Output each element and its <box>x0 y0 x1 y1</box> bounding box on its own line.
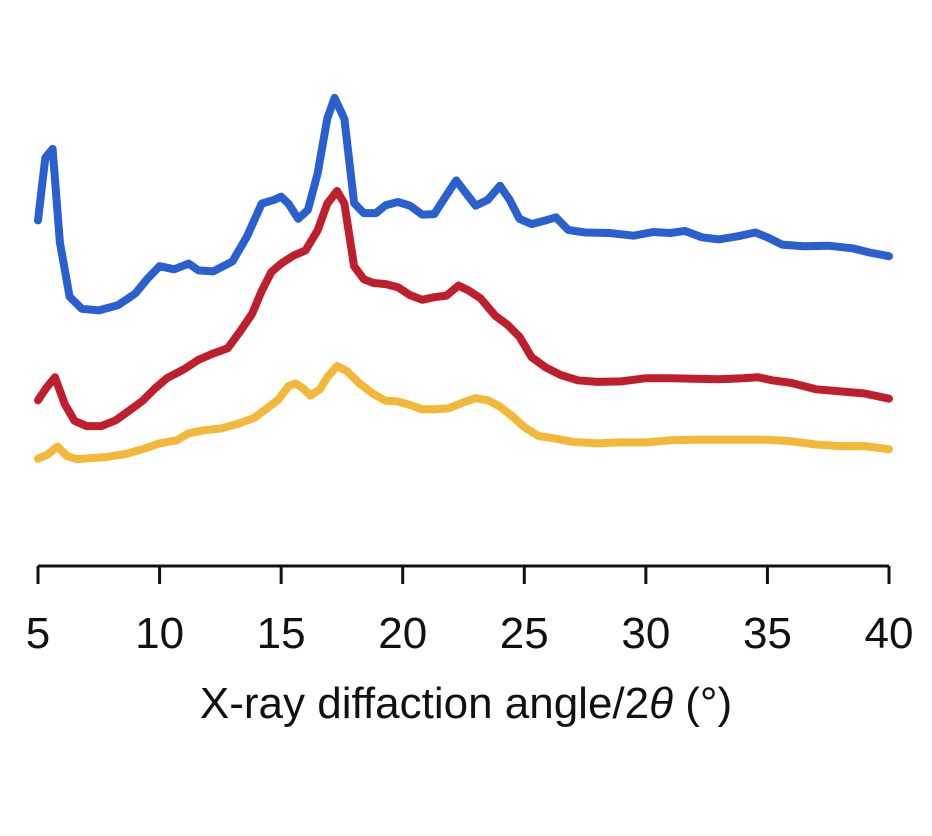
series-line-yellow <box>34 362 893 464</box>
x-tick-label: 35 <box>743 609 792 658</box>
x-tick-label: 20 <box>378 609 427 658</box>
x-tick-label: 10 <box>135 609 184 658</box>
x-tick-layer: 5 10 15 20 25 30 35 40 <box>26 566 914 658</box>
x-tick-label: 5 <box>26 609 50 658</box>
x-axis-title: X-ray diffaction angle/2θ (°) <box>200 679 732 728</box>
x-tick-label: 30 <box>621 609 670 658</box>
series-line-red <box>34 187 893 431</box>
series-layer <box>34 93 893 464</box>
x-axis-title-unit: (°) <box>673 679 732 728</box>
x-tick-label: 40 <box>865 609 914 658</box>
x-axis-title-theta: θ <box>649 679 673 728</box>
x-axis-title-main: X-ray diffaction angle/2 <box>200 679 649 728</box>
x-tick-label: 25 <box>500 609 549 658</box>
series-line-blue <box>34 93 893 315</box>
x-tick-label: 15 <box>257 609 306 658</box>
